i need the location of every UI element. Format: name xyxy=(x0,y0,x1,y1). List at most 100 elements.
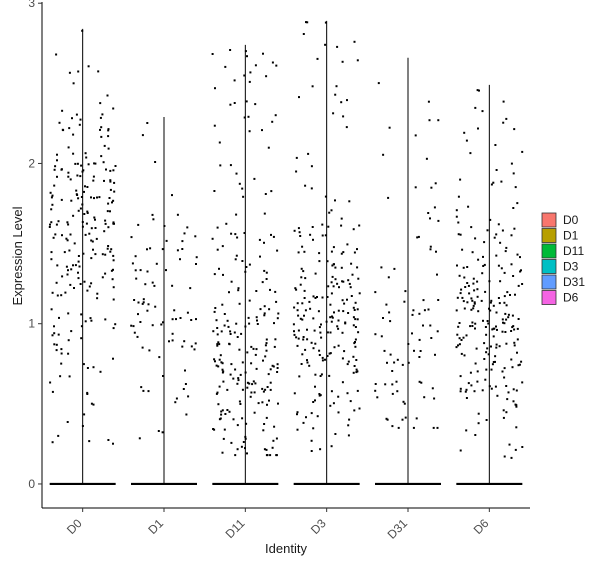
data-point xyxy=(499,280,502,283)
data-point xyxy=(263,269,266,272)
data-point xyxy=(109,169,112,172)
data-point xyxy=(418,312,421,315)
data-point xyxy=(465,139,468,142)
data-point xyxy=(220,330,223,333)
data-point xyxy=(299,235,302,237)
data-point xyxy=(427,212,430,214)
data-point xyxy=(481,272,484,275)
data-point xyxy=(95,237,98,240)
data-point xyxy=(66,273,69,276)
data-point xyxy=(237,377,240,380)
data-point xyxy=(158,356,161,359)
data-point xyxy=(86,367,89,369)
data-point xyxy=(77,197,80,200)
data-point xyxy=(111,201,113,204)
data-point xyxy=(171,284,174,287)
data-point xyxy=(264,344,267,347)
data-point xyxy=(72,214,75,217)
data-point xyxy=(57,220,60,223)
data-point xyxy=(349,400,352,403)
data-point xyxy=(513,328,516,331)
data-point xyxy=(271,120,274,123)
data-point xyxy=(510,263,513,266)
data-point xyxy=(503,295,506,298)
data-point xyxy=(112,254,115,257)
data-point xyxy=(222,437,225,440)
data-point xyxy=(516,202,519,205)
data-point xyxy=(389,320,392,323)
data-point xyxy=(324,195,327,198)
data-point xyxy=(418,380,421,383)
data-point xyxy=(411,332,413,335)
data-point xyxy=(306,21,309,24)
data-point xyxy=(261,401,264,404)
data-point xyxy=(495,343,498,346)
data-point xyxy=(324,43,327,46)
data-point xyxy=(171,194,173,197)
data-point xyxy=(75,193,78,196)
y-axis-title: Expression Level xyxy=(10,206,25,305)
data-point xyxy=(140,386,143,389)
data-point xyxy=(226,319,229,322)
data-point xyxy=(496,328,498,331)
data-point xyxy=(468,292,471,295)
data-point xyxy=(319,448,322,451)
data-point xyxy=(340,217,343,220)
data-point xyxy=(485,368,488,371)
data-point xyxy=(346,243,349,246)
data-point xyxy=(515,426,518,429)
data-point xyxy=(474,327,476,330)
data-point xyxy=(86,210,89,213)
data-point xyxy=(295,170,298,173)
data-point xyxy=(217,365,220,368)
data-point xyxy=(499,241,502,244)
data-point xyxy=(340,266,343,269)
data-point xyxy=(249,71,252,74)
data-point xyxy=(337,395,340,398)
data-point xyxy=(437,299,440,301)
data-point xyxy=(495,254,498,257)
data-point xyxy=(320,323,322,326)
violin-group-d1 xyxy=(130,116,198,486)
data-point xyxy=(266,386,269,388)
data-point xyxy=(262,52,264,55)
data-point xyxy=(61,234,63,237)
data-point xyxy=(474,322,477,325)
data-point xyxy=(97,70,100,73)
data-point xyxy=(219,354,222,357)
data-point xyxy=(136,335,139,338)
data-point xyxy=(354,301,357,304)
data-point xyxy=(234,258,237,261)
data-point xyxy=(247,316,250,319)
data-point xyxy=(380,335,383,338)
y-tick-label: 0 xyxy=(28,477,35,491)
data-point xyxy=(161,248,164,251)
data-point xyxy=(382,153,385,156)
data-point xyxy=(509,294,511,296)
data-point xyxy=(487,353,490,356)
data-point xyxy=(485,333,488,336)
data-point xyxy=(303,297,306,299)
data-point xyxy=(216,344,219,347)
data-point xyxy=(516,351,518,354)
data-point xyxy=(329,331,332,334)
data-point xyxy=(337,344,340,347)
data-point xyxy=(495,325,497,328)
data-point xyxy=(92,248,94,251)
data-point xyxy=(67,223,70,226)
x-tick-label: D1 xyxy=(145,516,166,537)
data-point xyxy=(254,64,257,67)
data-point xyxy=(240,332,243,335)
data-point xyxy=(163,225,166,227)
data-point xyxy=(356,308,359,311)
data-point xyxy=(337,309,340,312)
data-point xyxy=(456,296,459,299)
data-point xyxy=(92,179,95,182)
data-point xyxy=(413,349,415,352)
data-point xyxy=(393,361,396,364)
data-point xyxy=(194,342,197,345)
data-point xyxy=(483,358,486,360)
data-point xyxy=(68,375,71,378)
data-point xyxy=(112,199,115,202)
